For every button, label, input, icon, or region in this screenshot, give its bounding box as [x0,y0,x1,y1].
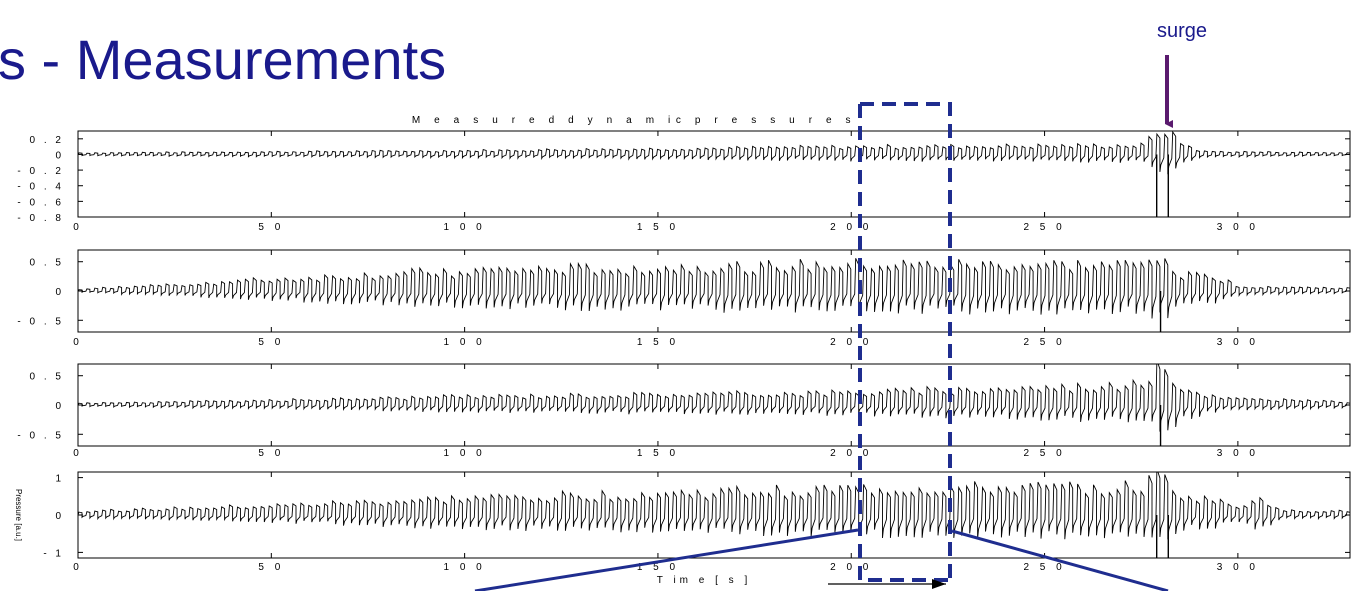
y-tick-label: - 1 [43,548,64,559]
x-tick-label: 2 5 0 [1023,448,1065,459]
y-tick-label: 1 [55,474,64,485]
y-tick-label: 0 [55,401,64,412]
chart-title: M e a s u r e d d y n a m ic p r e s s u… [412,115,856,126]
y-tick-label: - 0 . 5 [17,430,64,441]
y-tick-label: - 0 . 4 [17,182,64,193]
zoom-connector-right [951,529,1169,591]
plots-layer: 0 5 0 1 0 0 1 5 0 2 0 0 2 5 0 3 0 0 0 . 2 0 - 0 .… [14,115,1351,586]
chart-panel-3: 0 5 0 1 0 0 1 5 0 2 0 0 2 5 0 3 0 0 0 . 5 0 - 0 .… [17,363,1351,459]
surge-label: surge [1157,20,1208,42]
y-tick-label: 0 . 5 [30,258,64,269]
y-tick-label: - 0 . 5 [17,316,64,327]
x-tick-label: 5 0 [258,562,284,573]
x-axis-label: T im e [ s ] [657,575,752,586]
x-tick-label: 2 0 0 [830,448,872,459]
y-tick-label: 0 . 5 [30,372,64,383]
x-tick-label: 1 5 0 [637,448,679,459]
x-tick-label: 2 0 0 [830,337,872,348]
x-tick-label: 2 5 0 [1023,562,1065,573]
y-tick-label: 0 [55,150,64,161]
y-tick-label: - 0 . 6 [17,197,64,208]
x-tick-label: 3 0 0 [1217,448,1259,459]
overlay-layer [474,55,1173,591]
zoom-window-outline [858,102,952,582]
plot-frame [77,471,1351,559]
x-tick-label: 0 [73,337,83,348]
x-tick-label: 1 0 0 [444,448,486,459]
chart-panel-1: 0 5 0 1 0 0 1 5 0 2 0 0 2 5 0 3 0 0 0 . 2 0 - 0 .… [17,115,1351,233]
slide-title: s - Measurements [0,28,447,91]
x-tick-label: 5 0 [258,448,284,459]
x-tick-label: 1 0 0 [444,222,486,233]
x-tick-label: 5 0 [258,222,284,233]
x-tick-label: 1 5 0 [637,337,679,348]
zoom-connector-left [474,528,859,591]
chart-panel-4: 0 5 0 1 0 0 1 5 0 2 0 0 2 5 0 3 0 0 1 0 - 1 T im e… [14,471,1351,586]
plot-frame [77,130,1351,218]
series-line [78,364,1350,432]
x-tick-label: 1 0 0 [444,562,486,573]
series-line [78,131,1350,175]
x-tick-label: 0 [73,562,83,573]
plot-frame [77,249,1351,333]
chart-panel-2: 0 5 0 1 0 0 1 5 0 2 0 0 2 5 0 3 0 0 0 . 5 0 - 0 .… [17,249,1351,348]
x-tick-label: 3 0 0 [1217,562,1259,573]
plot-frame [77,363,1351,447]
x-tick-label: 1 5 0 [637,222,679,233]
y-tick-label: 0 . 2 [30,135,64,146]
x-tick-label: 2 5 0 [1023,337,1065,348]
x-tick-label: 2 0 0 [830,562,872,573]
series-line [78,258,1350,319]
y-tick-label: 0 [55,287,64,298]
x-tick-label: 0 [73,448,83,459]
x-tick-label: 5 0 [258,337,284,348]
x-tick-label: 2 0 0 [830,222,872,233]
y-tick-label: 0 [55,511,64,522]
x-tick-label: 2 5 0 [1023,222,1065,233]
x-tick-label: 0 [73,222,83,233]
series-line [78,472,1350,540]
y-axis-label: Pressure [a.u.] [14,489,23,541]
x-tick-label: 1 5 0 [637,562,679,573]
x-tick-label: 3 0 0 [1217,222,1259,233]
x-tick-label: 3 0 0 [1217,337,1259,348]
x-tick-label: 1 0 0 [444,337,486,348]
y-tick-label: - 0 . 8 [17,213,64,224]
y-tick-label: - 0 . 2 [17,166,64,177]
